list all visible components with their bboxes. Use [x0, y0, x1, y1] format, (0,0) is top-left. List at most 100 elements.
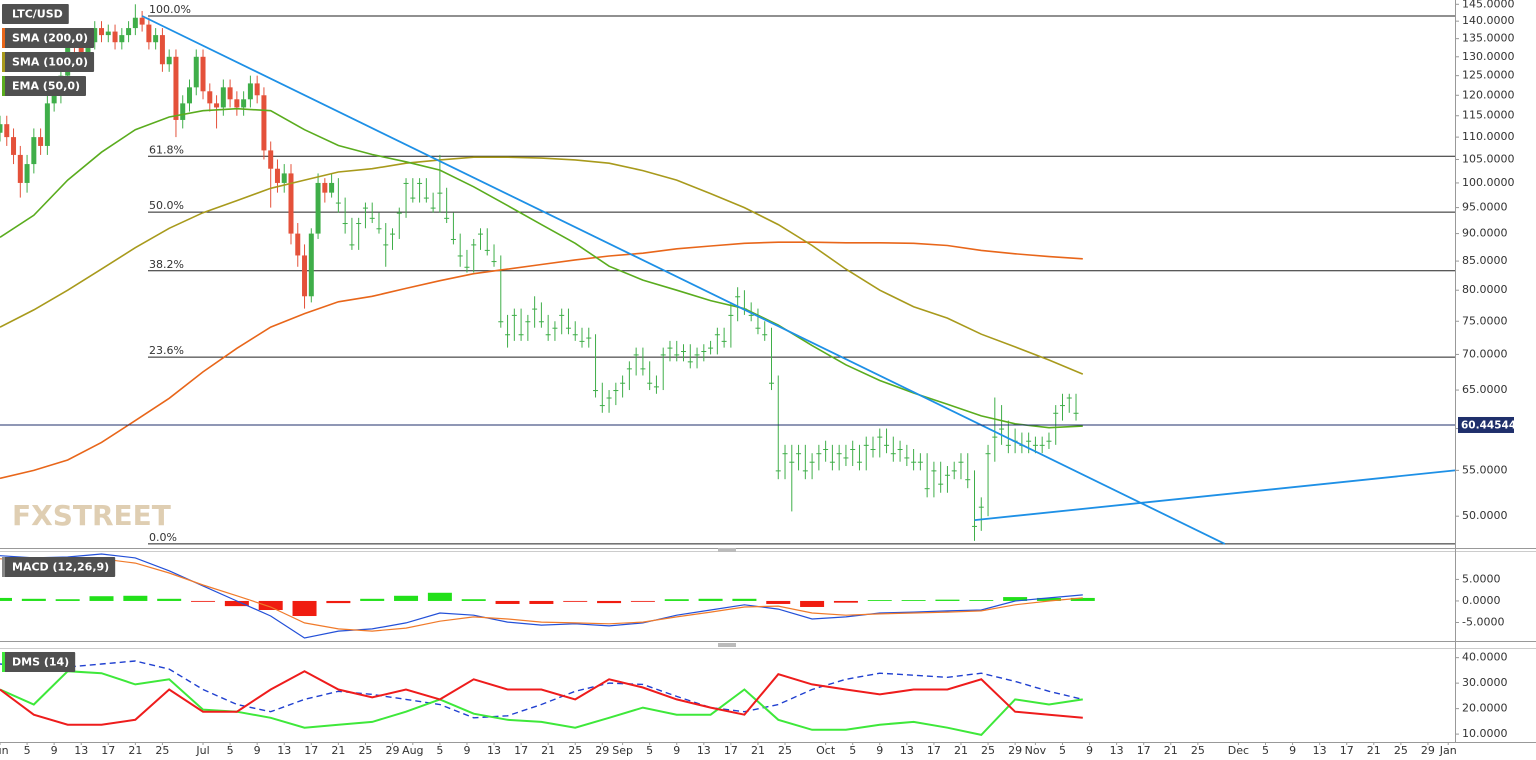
y-tick-label: 10.0000	[1462, 727, 1508, 740]
candle-body	[735, 296, 741, 298]
candle-body	[613, 390, 619, 392]
x-tick-label: 5	[646, 744, 653, 757]
histogram-bar	[191, 600, 216, 602]
candle-body	[369, 217, 375, 219]
candle-body	[437, 192, 443, 194]
candle-body	[681, 351, 687, 353]
y-tick-label: 140.0000	[1462, 14, 1515, 27]
indicator-line	[0, 558, 1083, 632]
candle-body	[126, 28, 132, 36]
candle-body	[254, 83, 260, 96]
histogram-bar	[1036, 597, 1061, 601]
fib-label: 38.2%	[149, 258, 184, 271]
fib-label: 0.0%	[149, 531, 177, 544]
candle-body	[410, 197, 416, 199]
legend-label: LTC/USD	[12, 8, 63, 21]
candle-body	[626, 368, 632, 370]
candle-body	[261, 95, 267, 151]
candle-body	[633, 354, 639, 356]
histogram-bar	[766, 600, 791, 604]
histogram-bar	[292, 600, 317, 617]
candle-body	[24, 164, 30, 183]
candle-body	[985, 453, 991, 455]
candle-body	[809, 461, 815, 463]
candle-body	[112, 31, 118, 43]
candle-body	[836, 453, 842, 455]
candle-body	[295, 233, 301, 256]
candle-body	[153, 35, 159, 43]
y-tick-label: 130.0000	[1462, 50, 1515, 63]
candle-body	[342, 223, 348, 225]
x-tick-label: 25	[981, 744, 995, 757]
candle-body	[139, 17, 145, 25]
indicator-line	[0, 660, 1083, 719]
candle-body	[0, 124, 3, 133]
candle-body	[274, 168, 280, 183]
candle-body	[965, 479, 971, 481]
candle-body	[173, 56, 179, 120]
candle-body	[200, 56, 206, 92]
moving-average	[0, 107, 1083, 429]
x-tick-label: 5	[24, 744, 31, 757]
histogram-bar	[123, 595, 148, 601]
candle-body	[11, 137, 17, 155]
candle-body	[721, 340, 727, 342]
candle-body	[802, 470, 808, 472]
candle-body	[768, 382, 774, 384]
histogram-bar	[89, 596, 114, 601]
candle-body	[450, 238, 456, 240]
candle-body	[423, 197, 429, 199]
moving-average	[0, 156, 1084, 375]
candle-body	[782, 453, 788, 455]
y-tick-label: 95.0000	[1462, 201, 1508, 214]
candle-body	[390, 233, 396, 235]
histogram-bar	[529, 600, 554, 604]
resize-handle[interactable]	[718, 643, 736, 647]
x-tick-label: 17	[101, 744, 115, 757]
resize-handle[interactable]	[718, 548, 736, 552]
candle-body	[1053, 412, 1059, 414]
candle-body	[559, 314, 565, 316]
candle-body	[186, 87, 192, 104]
candle-body	[146, 24, 152, 43]
candle-body	[44, 103, 50, 146]
candle-body	[430, 207, 436, 209]
candle-body	[220, 87, 226, 108]
legend-box	[2, 28, 95, 48]
watermark: FXSTREET	[12, 499, 171, 532]
histogram-bar	[664, 599, 689, 601]
x-tick-label: 25	[155, 744, 169, 757]
x-tick-label: 9	[51, 744, 58, 757]
y-tick-label: 110.0000	[1462, 130, 1515, 143]
last-price-label: 60.445447	[1461, 419, 1523, 431]
x-tick-label: Nov	[1025, 744, 1047, 757]
x-tick-label: 21	[751, 744, 765, 757]
candle-body	[241, 99, 247, 108]
candle-body	[78, 45, 84, 57]
candle-body	[1005, 444, 1011, 446]
x-tick-label: 29	[1008, 744, 1022, 757]
candle-body	[647, 382, 653, 384]
y-tick-label: 30.0000	[1462, 676, 1508, 689]
candle-body	[525, 321, 531, 323]
y-tick-label: 80.0000	[1462, 283, 1508, 296]
candle-body	[1039, 444, 1045, 446]
candle-body	[518, 334, 524, 336]
candle-body	[660, 354, 666, 356]
candle-body	[193, 56, 199, 88]
candle-body	[816, 453, 822, 455]
candle-body	[356, 223, 362, 225]
x-tick-label: 21	[541, 744, 555, 757]
candle-body	[105, 31, 111, 36]
histogram-bar	[630, 600, 655, 602]
candle-body	[281, 173, 287, 183]
candle-body	[890, 453, 896, 455]
y-tick-label: 20.0000	[1462, 702, 1508, 715]
candle-body	[640, 368, 646, 370]
y-tick-label: 105.0000	[1462, 152, 1515, 165]
candle-body	[31, 137, 37, 165]
x-tick-label: 5	[1059, 744, 1066, 757]
x-tick-label: 13	[487, 744, 501, 757]
x-tick-label: 25	[568, 744, 582, 757]
